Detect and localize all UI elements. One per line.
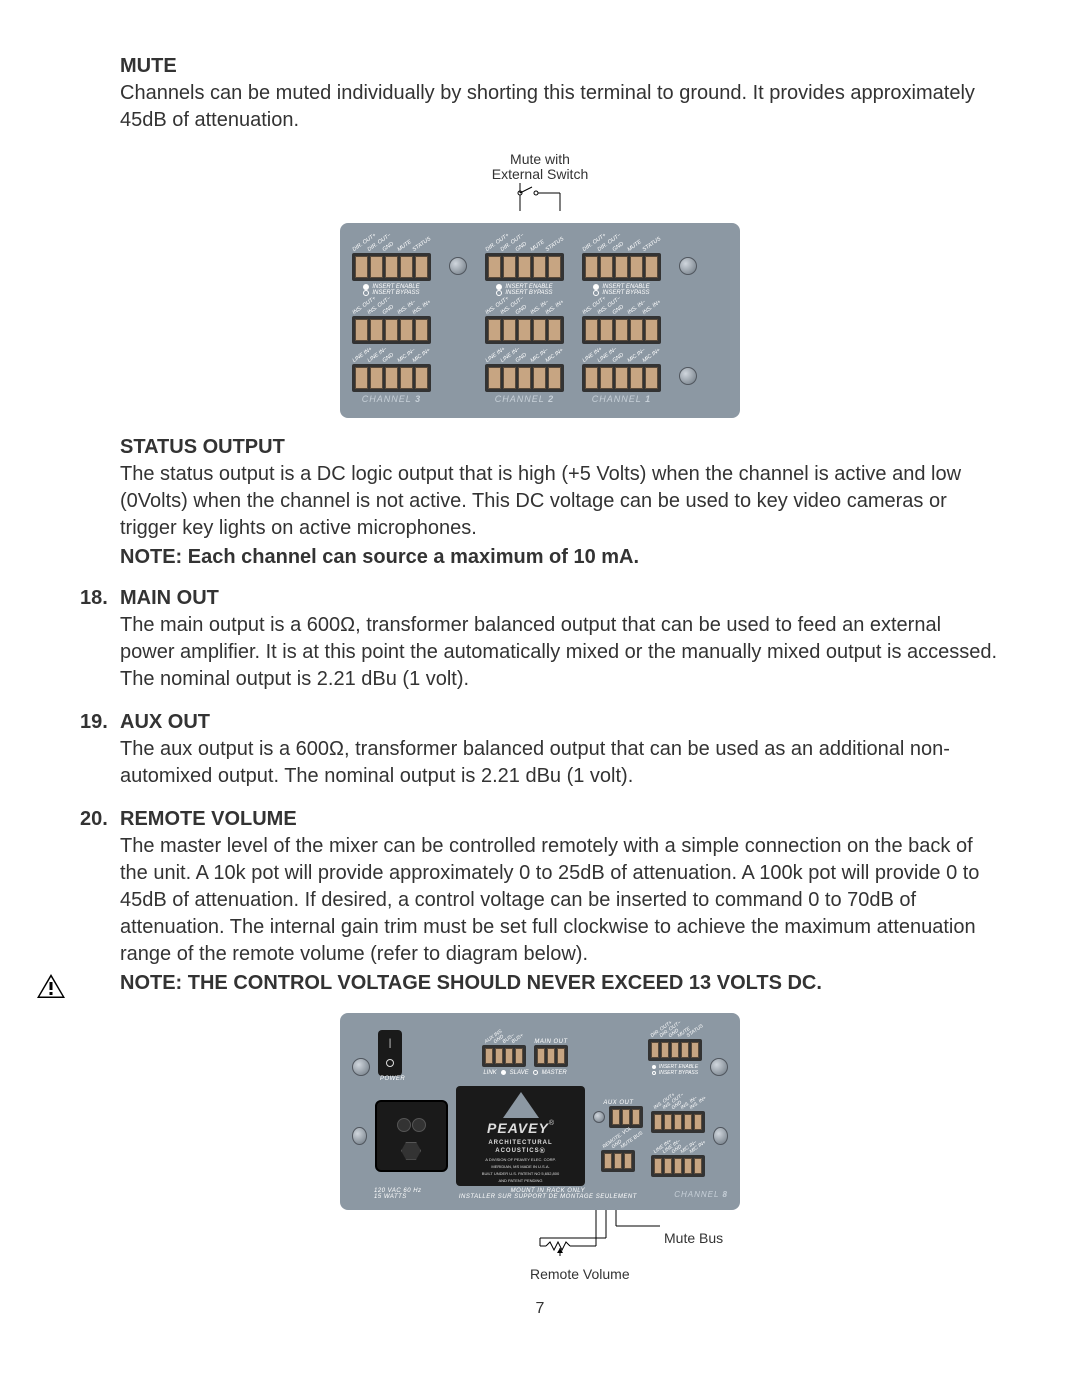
screw-icon [713, 1127, 728, 1145]
ch8-dir: DIR. OUT+DIR. OUT−GNDMUTESTATUS INSERT E… [648, 1023, 702, 1076]
ch8-line: LINE IN+LINE IN−GNDMIC IN−MIC IN+ [651, 1139, 705, 1177]
ch1-row1: DIR. OUT+DIR. OUT−GNDMUTESTATUS INSERT E… [582, 237, 661, 296]
body-status: The status output is a DC logic output t… [120, 461, 1000, 542]
body-mute: Channels can be muted individually by sh… [120, 80, 1000, 134]
ch2-row1: DIR. OUT+DIR. OUT−GNDMUTESTATUS INSERT E… [485, 237, 564, 296]
body-remote-volume: The master level of the mixer can be con… [120, 833, 1000, 968]
ch2-row2: INS. OUT+INS. OUT−GNDINS. IN−INS. IN+ [485, 300, 564, 344]
heading-status: STATUS OUTPUT [120, 436, 285, 459]
heading-mute: MUTE [120, 55, 177, 78]
ch1-row2: INS. OUT+INS. OUT−GNDINS. IN−INS. IN+ [582, 300, 661, 344]
section-aux-out: 19. AUX OUT The aux output is a 600Ω, tr… [80, 711, 1000, 790]
panel2-wrap: | AUX INSGNDBUS−BUS+ MAIN OUT LINK [80, 1013, 1000, 1280]
screw-icon [352, 1127, 367, 1145]
body-main-out: The main output is a 600Ω, transformer b… [120, 612, 1000, 693]
section-main-out: 18. MAIN OUT The main output is a 600Ω, … [80, 587, 1000, 693]
brand-block: PEAVEY® ARCHITECTURAL ACOUSTICS® A DIVIS… [456, 1086, 586, 1186]
heading-remote-volume: REMOTE VOLUME [120, 808, 297, 831]
section-remote-volume: 20. REMOTE VOLUME The master level of th… [80, 808, 1000, 995]
page-number: 7 [80, 1300, 1000, 1318]
warning-icon [36, 973, 66, 999]
screw-icon [710, 1058, 728, 1076]
panel1-wrap: DIR. OUT+DIR. OUT−GNDMUTESTATUS INSERT E… [80, 223, 1000, 418]
note-remote-volume: NOTE: THE CONTROL VOLTAGE SHOULD NEVER E… [120, 972, 1000, 995]
ch2-row3: LINE IN+LINE IN−GNDMIC IN−MIC IN+ CHANNE… [485, 348, 564, 404]
ch3-row3: LINE IN+LINE IN−GNDMIC IN−MIC IN+ CHANNE… [352, 348, 431, 404]
note-status: NOTE: Each channel can source a maximum … [120, 546, 1000, 569]
screw-icon [449, 257, 467, 275]
heading-aux-out: AUX OUT [120, 711, 210, 734]
row1-labels: DIR. OUT+DIR. OUT−GNDMUTESTATUS [355, 237, 429, 253]
body-aux-out: The aux output is a 600Ω, transformer ba… [120, 736, 1000, 790]
panel1: DIR. OUT+DIR. OUT−GNDMUTESTATUS INSERT E… [340, 223, 740, 418]
ext-switch-annotation: Mute with External Switch [80, 152, 1000, 211]
num-18: 18. [80, 587, 120, 610]
ch3-row1: DIR. OUT+DIR. OUT−GNDMUTESTATUS INSERT E… [352, 237, 431, 296]
ch8-ins: INS. OUT+INS. OUT−GNDINS. IN−INS. IN+ [651, 1095, 705, 1133]
section-status: STATUS OUTPUT The status output is a DC … [80, 436, 1000, 569]
screw-icon [352, 1058, 370, 1076]
ext-switch-label: Mute with External Switch [80, 152, 1000, 183]
screw-icon [679, 367, 697, 385]
heading-main-out: MAIN OUT [120, 587, 219, 610]
power-rocker: | [378, 1030, 402, 1076]
num-20: 20. [80, 808, 120, 831]
panel2: | AUX INSGNDBUS−BUS+ MAIN OUT LINK [340, 1013, 740, 1210]
section-mute: MUTE Channels can be muted individually … [80, 55, 1000, 134]
remote-volume-label: Remote Volume [530, 1266, 630, 1282]
ch1-row3: LINE IN+LINE IN−GNDMIC IN−MIC IN+ CHANNE… [582, 348, 661, 404]
num-19: 19. [80, 711, 120, 734]
mute-bus-label: Mute Bus [664, 1230, 723, 1246]
screw-icon [679, 257, 697, 275]
ch3-row2: INS. OUT+INS. OUT−GNDINS. IN−INS. IN+ [352, 300, 431, 344]
power-inlet [375, 1100, 448, 1172]
